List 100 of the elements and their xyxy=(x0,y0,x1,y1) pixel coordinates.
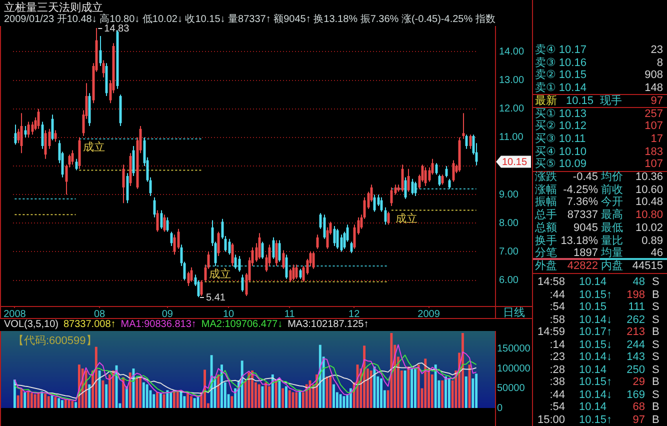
bar xyxy=(152,394,156,408)
text: 10.15 xyxy=(502,156,528,168)
candlestick xyxy=(452,160,455,182)
candlestick xyxy=(234,254,237,270)
bar xyxy=(64,399,67,408)
text: 15:00 10.15↑ 97 B xyxy=(537,414,660,426)
bar xyxy=(30,392,33,408)
candlestick xyxy=(228,238,231,256)
candlestick xyxy=(340,234,343,252)
bar xyxy=(220,364,223,408)
bar xyxy=(162,394,166,408)
text: :54 10.15 111 S xyxy=(550,301,660,313)
candlestick xyxy=(411,178,414,196)
text: 总额 9045 最低 10.02 xyxy=(535,222,663,234)
series-label: 成立 xyxy=(395,212,418,225)
chart-subtitle: 2009/01/23 开10.48↓ 高10.80↓ 低10.02↓ 收10.15↓ 量87337↑ 额9045↑ 换13.18% 振7.36% 涨(-0.45)-4.25% 指数 xyxy=(4,12,496,25)
candlestick xyxy=(51,114,54,141)
bar xyxy=(34,394,36,408)
annotation: 【代码:600599】 xyxy=(13,334,97,348)
candlestick xyxy=(170,231,173,246)
y-tick-label: 0 xyxy=(497,402,503,414)
text: :44 10.15↑ 198 B xyxy=(550,288,660,300)
text: 14:58 10.14 48 S xyxy=(537,276,660,288)
bar xyxy=(24,392,26,408)
bar xyxy=(217,374,220,408)
chart-title: VOL(3,5,10) xyxy=(4,319,58,331)
text: 卖④ 10.17 23 xyxy=(535,44,663,56)
bar xyxy=(285,386,288,408)
text: 14:59 10.17↑ 213 B xyxy=(537,326,660,338)
y-tick-label: 14.00 xyxy=(499,46,524,58)
bar xyxy=(417,364,420,408)
candlestick xyxy=(31,121,34,136)
candlestick xyxy=(14,124,17,146)
candlestick xyxy=(217,231,220,256)
candlestick xyxy=(278,240,281,262)
text: 买② 10.12 107 xyxy=(535,120,663,132)
x-tick-label: 10 xyxy=(222,308,235,320)
candlestick xyxy=(299,268,302,280)
candlestick xyxy=(414,181,417,196)
bar xyxy=(414,368,416,408)
bar xyxy=(274,380,278,408)
bar xyxy=(37,392,40,408)
bar xyxy=(434,364,437,408)
bar xyxy=(170,392,172,408)
bar xyxy=(176,390,179,408)
series-label: 成立 xyxy=(208,268,231,281)
text: 最新 10.15 现手 97 xyxy=(535,94,663,107)
x-tick-label: 2009 xyxy=(418,308,440,320)
bar xyxy=(190,396,192,408)
candlestick xyxy=(166,216,169,232)
candlestick xyxy=(404,176,407,200)
bar xyxy=(13,380,16,408)
candlestick xyxy=(272,236,275,260)
bar xyxy=(159,392,162,408)
bar xyxy=(390,332,393,408)
candlestick xyxy=(316,234,319,250)
candlestick xyxy=(312,251,315,270)
candlestick xyxy=(102,60,105,78)
y-tick-label: 12.00 xyxy=(499,104,524,115)
bar xyxy=(278,378,281,408)
bar xyxy=(136,378,138,408)
candlestick xyxy=(75,158,78,171)
candlestick xyxy=(350,241,353,254)
text: 涨幅 -4.25% 前收 10.60 xyxy=(535,184,663,196)
bar xyxy=(71,400,74,408)
candlestick xyxy=(153,196,156,218)
candlestick xyxy=(333,226,336,246)
bar xyxy=(142,382,145,408)
candlestick xyxy=(24,126,27,138)
text: 分笔 1897 均量 46 xyxy=(535,247,663,260)
text: 涨跌 -0.45 均价 10.36 xyxy=(535,171,663,183)
candlestick xyxy=(41,121,44,150)
text: :58 10.14↓ 262 S xyxy=(550,314,660,326)
candlestick xyxy=(20,112,23,154)
candlestick xyxy=(231,242,234,266)
candlestick xyxy=(122,164,125,204)
candlestick xyxy=(384,206,387,226)
candlestick xyxy=(373,194,376,212)
y-tick-label: 11.00 xyxy=(499,132,524,144)
candlestick xyxy=(27,121,30,138)
x-tick-label: 08 xyxy=(94,308,106,320)
series-label: 成立 xyxy=(83,140,106,154)
bar xyxy=(462,332,464,408)
bar xyxy=(258,384,260,408)
bar xyxy=(261,386,264,408)
bar xyxy=(342,396,346,408)
candlestick xyxy=(469,134,472,150)
candlestick xyxy=(448,178,451,190)
text: 买④ 10.10 183 xyxy=(535,146,663,158)
y-tick-label: 6.00 xyxy=(499,275,519,286)
text: 买③ 10.11 17 xyxy=(535,132,663,145)
candlestick xyxy=(390,186,393,206)
x-tick-label: 09 xyxy=(162,308,174,320)
bar xyxy=(50,395,54,408)
text: 外盘 42822 内盘 44515 xyxy=(535,260,663,273)
candlestick xyxy=(323,214,326,240)
bar xyxy=(27,391,30,408)
candlestick xyxy=(285,254,288,280)
x-axis-title: 日线 xyxy=(502,306,525,320)
bar xyxy=(240,360,244,408)
